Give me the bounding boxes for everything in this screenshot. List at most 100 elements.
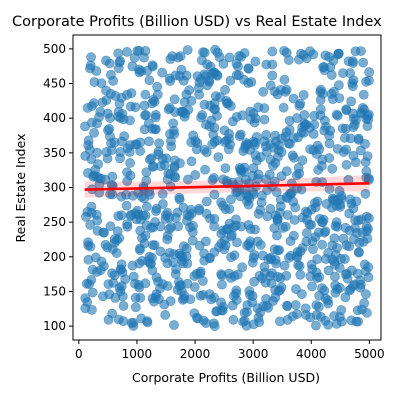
data-point	[152, 81, 163, 92]
data-point	[292, 113, 302, 123]
data-point	[209, 98, 220, 109]
data-point	[237, 262, 248, 273]
data-point	[305, 312, 316, 323]
data-point	[149, 96, 160, 107]
data-point	[150, 109, 161, 120]
data-point	[100, 239, 111, 250]
data-point	[178, 241, 189, 252]
y-tick-label: 500	[43, 42, 66, 56]
data-point	[243, 239, 254, 249]
data-point	[87, 117, 97, 128]
data-point	[267, 59, 278, 70]
data-point	[283, 55, 294, 65]
x-tick-label: 5000	[354, 347, 385, 361]
data-point	[201, 196, 212, 207]
data-point	[89, 98, 99, 108]
data-point	[341, 123, 351, 134]
data-point	[222, 98, 232, 109]
data-point	[341, 240, 352, 251]
data-point	[253, 312, 264, 323]
data-point	[113, 211, 124, 221]
data-point	[272, 215, 283, 226]
data-point	[311, 300, 322, 311]
data-point	[228, 314, 239, 325]
y-axis-ticks: 100 150 200 250 300 350 400 450 500	[43, 42, 73, 333]
data-point	[101, 147, 112, 157]
data-point	[311, 320, 321, 331]
data-point	[282, 314, 293, 325]
data-point	[278, 102, 289, 113]
data-point	[301, 228, 312, 238]
data-point	[360, 188, 371, 199]
data-point	[116, 191, 127, 202]
x-tick-label: 0	[75, 347, 83, 361]
x-axis-label: Corporate Profits (Billion USD)	[132, 370, 320, 385]
data-point	[320, 226, 331, 237]
data-point	[323, 265, 334, 276]
data-point	[350, 223, 360, 233]
data-point	[90, 164, 101, 175]
data-point	[239, 307, 250, 318]
data-point	[249, 140, 260, 151]
data-point	[154, 138, 165, 149]
data-point	[199, 99, 210, 110]
data-point	[162, 207, 173, 218]
data-point	[245, 114, 256, 124]
data-point	[81, 211, 91, 222]
data-point	[216, 305, 227, 316]
data-point	[179, 290, 190, 301]
data-point	[215, 92, 226, 102]
data-point	[83, 135, 94, 146]
data-point	[259, 103, 270, 113]
data-point	[360, 157, 371, 167]
data-point	[145, 258, 156, 269]
data-point	[351, 316, 362, 327]
data-point	[189, 282, 200, 292]
data-point	[105, 113, 115, 123]
data-point	[264, 169, 275, 180]
data-point	[168, 118, 179, 129]
x-tick-label: 3000	[238, 347, 269, 361]
data-point	[212, 135, 223, 146]
data-point	[135, 245, 145, 255]
data-point	[206, 115, 217, 126]
data-point	[147, 60, 158, 71]
data-point	[255, 240, 266, 250]
data-point	[114, 98, 125, 109]
data-point	[262, 211, 273, 222]
data-point	[292, 252, 302, 263]
data-point	[272, 271, 283, 282]
data-point	[205, 213, 216, 224]
data-point	[172, 284, 183, 295]
data-point	[358, 89, 369, 100]
data-point	[316, 312, 326, 322]
data-point	[169, 129, 180, 139]
data-point	[295, 98, 306, 109]
data-point	[165, 169, 176, 180]
data-point	[290, 300, 301, 310]
data-point	[324, 138, 335, 149]
data-point	[186, 156, 197, 167]
data-point	[320, 50, 331, 61]
data-point	[352, 305, 363, 316]
data-point	[80, 293, 91, 303]
data-point	[199, 144, 210, 155]
data-point	[227, 300, 238, 311]
data-point	[220, 163, 231, 174]
chart-title: Corporate Profits (Billion USD) vs Real …	[12, 14, 382, 30]
y-axis-label: Real Estate Index	[13, 134, 28, 243]
data-point	[226, 230, 237, 240]
data-point	[335, 201, 346, 212]
data-point	[293, 132, 303, 143]
data-point	[349, 234, 359, 245]
data-point	[98, 227, 109, 238]
data-point	[362, 308, 372, 318]
data-point	[150, 124, 161, 135]
data-point	[273, 151, 283, 162]
data-point	[301, 236, 312, 247]
data-point	[187, 235, 198, 246]
data-point	[104, 123, 115, 134]
data-point	[234, 162, 245, 173]
data-point	[280, 221, 291, 232]
data-point	[340, 133, 350, 143]
